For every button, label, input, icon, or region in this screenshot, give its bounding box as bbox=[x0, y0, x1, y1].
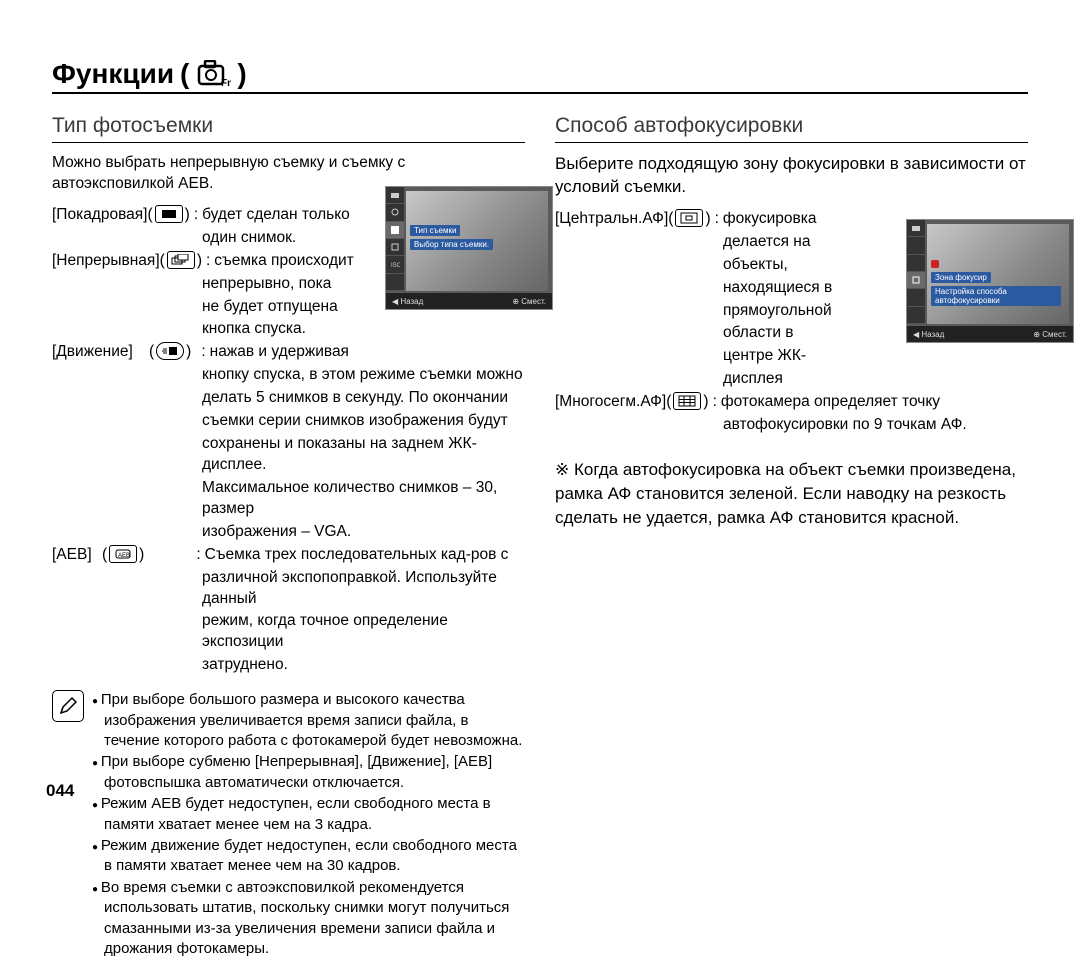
multi-af-icon bbox=[673, 392, 701, 410]
page-title: Функции ( Fn ) bbox=[52, 58, 1028, 94]
def-aeb-t3: затруднено. bbox=[52, 655, 525, 676]
def-motion-f2: съемки серии снимков изображения будут bbox=[52, 411, 525, 432]
af-note: ※ Когда автофокусировка на объект съемки… bbox=[555, 458, 1028, 529]
def-aeb-t2: режим, когда точное определение экспозиц… bbox=[52, 611, 525, 653]
note-3: Режим движение будет недоступен, если св… bbox=[92, 836, 525, 877]
def-motion: [Движение] ( ) : нажав и удерживая bbox=[52, 342, 525, 363]
def-center-af-label: [Цеhтральн.АФ] bbox=[555, 209, 668, 230]
sb-icon bbox=[386, 239, 404, 256]
left-screenshot: ISO Тип съемки Выбор типа съемки. ◀ Наза… bbox=[385, 186, 553, 310]
sb-icon bbox=[907, 220, 925, 237]
motion-icon bbox=[156, 342, 184, 360]
right-section-title: Способ автофокусировки bbox=[555, 114, 1028, 143]
ss-back: Назад bbox=[400, 297, 423, 306]
sb-icon bbox=[386, 187, 404, 204]
def-multi-af: [Многосегм.АФ] ( ) : фотокамера определя… bbox=[555, 392, 1028, 413]
def-center-c5: центре ЖК- bbox=[555, 346, 1028, 367]
right-intro: Выберите подходящую зону фокусировки в з… bbox=[555, 153, 1028, 199]
def-multi-af-t1: автофокусировки по 9 точкам АФ. bbox=[555, 415, 1028, 436]
ss-move-r: Смест. bbox=[1042, 330, 1067, 339]
def-aeb-t0: Съемка трех последовательных кад-ров с bbox=[205, 545, 525, 566]
svg-text:ISO: ISO bbox=[391, 263, 400, 269]
svg-text:AEB: AEB bbox=[118, 553, 130, 559]
svg-text:Fn: Fn bbox=[221, 78, 231, 88]
def-multi-af-label: [Многосегм.АФ] bbox=[555, 392, 666, 413]
left-section-title: Тип фотосъемки bbox=[52, 114, 525, 143]
note-pencil-icon bbox=[52, 690, 84, 722]
sb-icon bbox=[907, 307, 925, 324]
def-aeb: [AEB] ( AEB ) : Съемка трех последовател… bbox=[52, 545, 525, 566]
def-motion-f1: делать 5 снимков в секунду. По окончании bbox=[52, 388, 525, 409]
sb-icon bbox=[386, 204, 404, 221]
def-motion-f0: кнопку спуска, в этом режиме съемки можн… bbox=[52, 365, 525, 386]
sb-icon bbox=[907, 255, 925, 272]
left-ss-bottom: ◀ Назад ⊕ Смест. bbox=[386, 293, 552, 309]
page-title-text: Функции bbox=[52, 58, 174, 90]
sb-icon: ISO bbox=[386, 256, 404, 273]
right-ss-sidebar bbox=[907, 220, 925, 324]
def-cont-c2: кнопка спуска. bbox=[52, 319, 525, 340]
sb-icon bbox=[907, 237, 925, 254]
right-ss-cap2: Настройка способа автофокусировки bbox=[931, 286, 1061, 306]
def-single-label: [Покадровая] bbox=[52, 205, 147, 226]
fn-icon: Fn bbox=[195, 60, 231, 88]
sb-icon bbox=[386, 274, 404, 291]
page-title-open-paren: ( bbox=[180, 58, 189, 90]
page-number: 044 bbox=[46, 781, 74, 801]
single-icon bbox=[155, 205, 183, 223]
def-motion-f3: сохранены и показаны на заднем ЖК-диспле… bbox=[52, 434, 525, 476]
right-ss-cap1: Зона фокусир bbox=[931, 272, 991, 283]
ss-move: Смест. bbox=[521, 297, 546, 306]
def-aeb-label: [AEB] bbox=[52, 545, 102, 566]
right-screenshot: Зона фокусир Настройка способа автофокус… bbox=[906, 219, 1074, 343]
left-ss-cap1: Тип съемки bbox=[410, 225, 460, 236]
def-motion-text: нажав и удерживая bbox=[210, 342, 525, 363]
sb-icon bbox=[386, 222, 404, 239]
left-ss-sidebar: ISO bbox=[386, 187, 404, 291]
note-list: При выборе большого размера и высокого к… bbox=[92, 690, 525, 960]
note-0: При выборе большого размера и высокого к… bbox=[92, 690, 525, 751]
ss-back-r: Назад bbox=[921, 330, 944, 339]
def-motion-label: [Движение] bbox=[52, 342, 149, 363]
def-multi-af-t0: фотокамера определяет точку bbox=[721, 392, 1028, 413]
def-aeb-t1: различной экспопоправкой. Используйте да… bbox=[52, 568, 525, 610]
note-4: Во время съемки с автоэксповилкой рекоме… bbox=[92, 878, 525, 960]
def-motion-f4: Максимальное количество снимков – 30, ра… bbox=[52, 478, 525, 520]
continuous-icon bbox=[167, 251, 195, 269]
def-cont-label: [Непрерывная] bbox=[52, 251, 160, 272]
right-ss-bottom: ◀ Назад ⊕ Смест. bbox=[907, 326, 1073, 342]
page-title-close-paren: ) bbox=[237, 58, 246, 90]
note-1: При выборе субменю [Непрерывная], [Движе… bbox=[92, 752, 525, 793]
sb-icon bbox=[907, 272, 925, 289]
sb-icon bbox=[907, 289, 925, 306]
def-motion-f5: изображения – VGA. bbox=[52, 522, 525, 543]
right-ss-red-icon bbox=[931, 260, 939, 268]
def-center-c6: дисплея bbox=[555, 369, 1028, 390]
left-ss-cap2: Выбор типа съемки. bbox=[410, 239, 493, 250]
center-af-icon bbox=[675, 209, 703, 227]
aeb-icon: AEB bbox=[109, 545, 137, 563]
note-box: При выборе большого размера и высокого к… bbox=[52, 690, 525, 960]
